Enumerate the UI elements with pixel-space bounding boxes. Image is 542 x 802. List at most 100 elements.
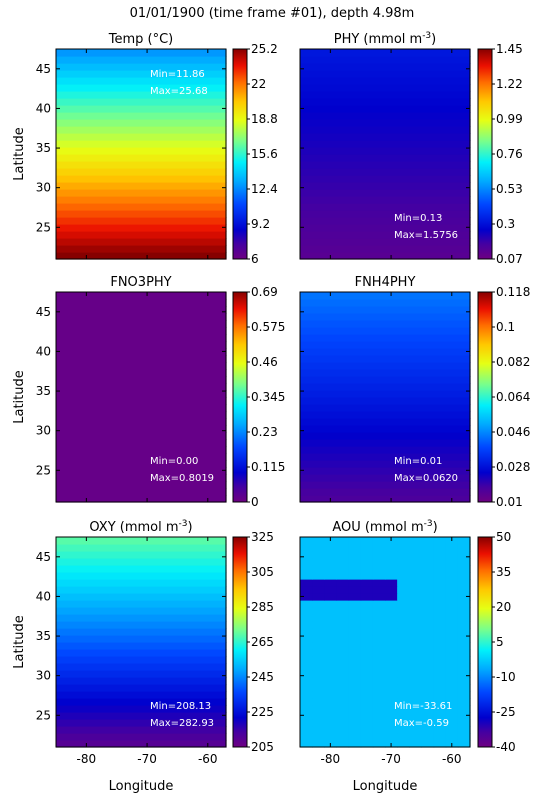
- panel-3: FNH4PHY Min=0.01 Max=0.0620 0.118 0.1 0.082 0.…: [299, 275, 530, 509]
- heatmap-cell: [300, 425, 471, 433]
- heatmap-cell: [421, 670, 435, 678]
- colorbar-tick-label: 0: [251, 495, 259, 509]
- heatmap-cell: [445, 670, 459, 678]
- heatmap-cell: [336, 698, 350, 706]
- heatmap-field: [56, 292, 227, 503]
- heatmap-cell: [324, 635, 338, 643]
- heatmap-cell: [300, 488, 471, 496]
- heatmap-cell: [300, 544, 313, 552]
- heatmap-cell: [421, 663, 435, 671]
- heatmap-cell: [433, 684, 447, 692]
- heatmap-cell: [324, 607, 338, 615]
- heatmap-cell: [312, 642, 325, 650]
- heatmap-cell: [300, 453, 471, 461]
- heatmap-cell: [421, 621, 435, 629]
- heatmap-cell: [433, 663, 447, 671]
- heatmap-cell: [360, 551, 374, 559]
- heatmap-cell: [433, 565, 447, 573]
- heatmap-cell: [445, 705, 459, 713]
- heatmap-cell: [300, 77, 471, 85]
- heatmap-cell: [421, 726, 435, 734]
- heatmap-cell: [56, 362, 227, 370]
- colorbar-tick-label: -25: [496, 705, 516, 719]
- heatmap-cell: [409, 656, 423, 664]
- heatmap-cell: [385, 600, 398, 608]
- heatmap-cell: [409, 572, 423, 580]
- heatmap-cell: [421, 628, 435, 636]
- heatmap-cell: [312, 537, 325, 545]
- heatmap-cell: [300, 467, 471, 475]
- heatmap-cell: [348, 656, 362, 664]
- heatmap-cell: [433, 537, 447, 545]
- heatmap-cell: [56, 677, 227, 685]
- heatmap-cell: [336, 635, 350, 643]
- heatmap-cell: [385, 719, 398, 727]
- y-axis-label: Latitude: [12, 127, 27, 181]
- heatmap-cell: [397, 670, 410, 678]
- heatmap-cell: [445, 558, 459, 566]
- heatmap-cell: [445, 607, 459, 615]
- heatmap-cell: [445, 733, 459, 741]
- heatmap-cell: [348, 712, 362, 720]
- heatmap-cell: [360, 726, 374, 734]
- heatmap-cell: [56, 607, 227, 615]
- heatmap-cell: [324, 572, 338, 580]
- heatmap-cell: [300, 600, 313, 608]
- heatmap-cell: [372, 558, 386, 566]
- heatmap-cell: [445, 684, 459, 692]
- heatmap-cell: [300, 91, 471, 99]
- heatmap-cell: [433, 558, 447, 566]
- heatmap-cell: [421, 593, 435, 601]
- heatmap-cell: [300, 210, 471, 218]
- x-axis-label: Longitude: [109, 779, 174, 794]
- stat-min-label: Min=0.01: [394, 456, 442, 467]
- heatmap-cell: [56, 740, 227, 748]
- heatmap-cell: [385, 614, 398, 622]
- heatmap-cell: [336, 558, 350, 566]
- heatmap-cell: [300, 292, 471, 300]
- heatmap-field: [56, 537, 227, 748]
- y-tick-label: 30: [36, 424, 51, 438]
- heatmap-cell: [421, 558, 435, 566]
- heatmap-cell: [300, 224, 471, 232]
- heatmap-cell: [409, 600, 423, 608]
- heatmap-cell: [300, 684, 313, 692]
- heatmap-cell: [56, 306, 227, 314]
- heatmap-cell: [56, 698, 227, 706]
- heatmap-cell: [433, 593, 447, 601]
- heatmap-cell: [397, 635, 410, 643]
- heatmap-cell: [421, 579, 435, 587]
- heatmap-cell: [56, 299, 227, 307]
- heatmap-cell: [300, 649, 313, 657]
- heatmap-cell: [300, 411, 471, 419]
- heatmap-cell: [397, 572, 410, 580]
- heatmap-cell: [336, 712, 350, 720]
- colorbar-tick-label: 25.2: [251, 42, 278, 56]
- heatmap-cell: [312, 691, 325, 699]
- y-tick-label: 40: [36, 589, 51, 603]
- y-tick-label: 25: [36, 708, 51, 722]
- heatmap-cell: [409, 740, 423, 748]
- axes-frame: [299, 536, 471, 748]
- heatmap-cell: [300, 84, 471, 92]
- heatmap-cell: [56, 133, 227, 141]
- heatmap-cell: [324, 614, 338, 622]
- heatmap-cell: [397, 607, 410, 615]
- heatmap-cell: [433, 719, 447, 727]
- heatmap-cell: [336, 726, 350, 734]
- heatmap-cell: [348, 670, 362, 678]
- y-tick-label: 35: [36, 141, 51, 155]
- panel-title: OXY (mmol m-3): [89, 519, 192, 535]
- heatmap-cell: [56, 210, 227, 218]
- heatmap-cell: [372, 649, 386, 657]
- heatmap-cell: [56, 238, 227, 246]
- heatmap-cell: [56, 98, 227, 106]
- heatmap-cell: [348, 586, 362, 594]
- heatmap-cell: [433, 705, 447, 713]
- heatmap-cell: [445, 572, 459, 580]
- colorbar-tick-label: 0.046: [496, 425, 530, 439]
- heatmap-cell: [300, 182, 471, 190]
- y-tick-label: 40: [36, 344, 51, 358]
- heatmap-cell: [348, 607, 362, 615]
- heatmap-cell: [300, 698, 313, 706]
